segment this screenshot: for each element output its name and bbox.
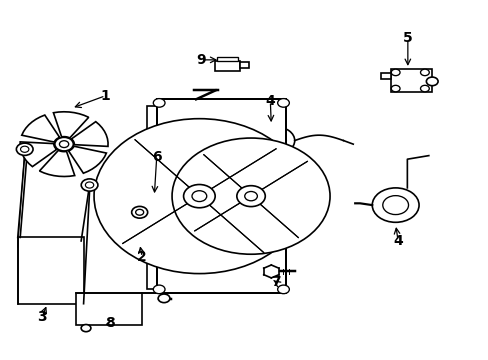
- Circle shape: [55, 137, 73, 151]
- Circle shape: [60, 141, 69, 148]
- Bar: [157, 99, 285, 293]
- Circle shape: [158, 294, 169, 303]
- Circle shape: [153, 99, 164, 107]
- Polygon shape: [68, 146, 106, 173]
- Circle shape: [426, 77, 437, 86]
- Text: 9: 9: [195, 53, 205, 67]
- Text: 4: 4: [392, 234, 402, 248]
- Text: 2: 2: [137, 250, 147, 264]
- Polygon shape: [22, 115, 60, 142]
- Bar: [216, 57, 238, 60]
- Circle shape: [94, 119, 304, 274]
- Polygon shape: [40, 150, 75, 176]
- Text: 6: 6: [152, 150, 161, 164]
- Circle shape: [183, 185, 215, 208]
- Polygon shape: [103, 214, 137, 239]
- Circle shape: [16, 143, 33, 156]
- Circle shape: [382, 195, 407, 215]
- Circle shape: [265, 133, 286, 148]
- Text: 8: 8: [105, 316, 115, 330]
- Bar: [18, 237, 83, 304]
- Polygon shape: [146, 195, 177, 221]
- Bar: [380, 73, 390, 79]
- Circle shape: [390, 69, 399, 76]
- Circle shape: [244, 192, 257, 201]
- Circle shape: [85, 182, 94, 188]
- Polygon shape: [102, 190, 134, 213]
- Bar: [239, 62, 249, 68]
- Circle shape: [192, 191, 206, 202]
- Circle shape: [371, 188, 418, 222]
- Text: 1: 1: [101, 89, 110, 103]
- Text: 3: 3: [37, 310, 47, 324]
- Polygon shape: [20, 142, 57, 167]
- Circle shape: [390, 85, 399, 92]
- Bar: [390, 69, 431, 92]
- Circle shape: [81, 324, 91, 332]
- Polygon shape: [71, 122, 108, 147]
- Bar: [215, 60, 239, 71]
- Circle shape: [81, 179, 98, 191]
- Text: 7: 7: [271, 275, 281, 289]
- Polygon shape: [140, 216, 171, 240]
- Bar: [147, 107, 163, 289]
- Circle shape: [172, 138, 329, 254]
- Bar: [76, 293, 142, 325]
- Circle shape: [420, 69, 428, 76]
- Polygon shape: [53, 112, 88, 138]
- Circle shape: [420, 85, 428, 92]
- Text: 5: 5: [402, 31, 412, 45]
- Circle shape: [236, 186, 264, 207]
- Circle shape: [135, 209, 143, 215]
- Circle shape: [20, 146, 29, 152]
- Circle shape: [277, 99, 289, 107]
- Circle shape: [257, 127, 294, 154]
- Circle shape: [131, 206, 147, 218]
- Polygon shape: [126, 184, 162, 207]
- Circle shape: [277, 285, 289, 294]
- Circle shape: [153, 285, 164, 294]
- Text: 4: 4: [265, 94, 275, 108]
